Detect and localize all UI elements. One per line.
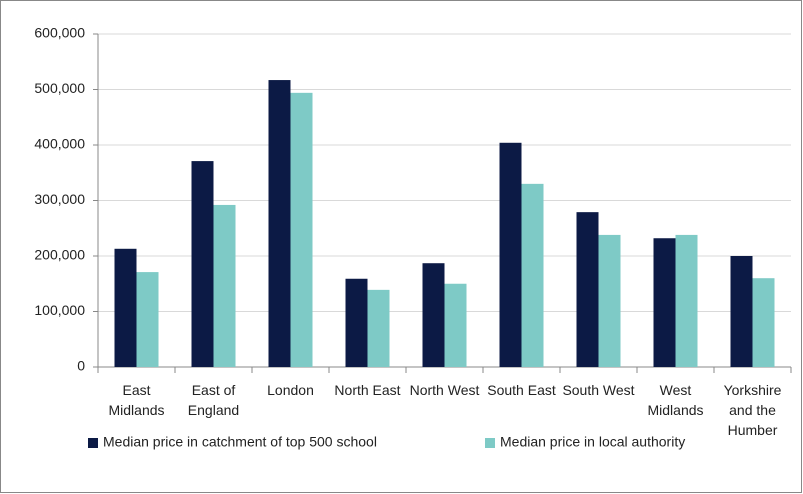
bar (598, 234, 621, 367)
x-tick-label: South West (562, 382, 635, 398)
y-tick-label: 0 (77, 358, 85, 374)
y-tick-label: 600,000 (34, 25, 85, 41)
x-tick-label: South East (487, 382, 556, 398)
bar (268, 80, 291, 367)
x-tick-label: North West (409, 382, 480, 398)
bar (675, 234, 698, 367)
legend-label: Median price in local authority (500, 434, 685, 450)
bar (521, 183, 544, 367)
bar (730, 256, 753, 367)
legend-label: Median price in catchment of top 500 sch… (103, 434, 377, 450)
bar (345, 278, 368, 367)
y-tick-label: 100,000 (34, 302, 85, 318)
x-tick-label: East of England (187, 382, 240, 418)
x-tick-label: East Midlands (108, 382, 165, 418)
bar (422, 263, 445, 367)
y-tick-label: 400,000 (34, 136, 85, 152)
x-tick-label: London (267, 382, 314, 398)
legend-swatch (88, 438, 98, 448)
y-tick-label: 300,000 (34, 191, 85, 207)
y-tick-label: 500,000 (34, 80, 85, 96)
y-tick-label: 200,000 (34, 247, 85, 263)
x-tick-label: North East (334, 382, 401, 398)
bar (213, 204, 236, 367)
bar (114, 248, 137, 367)
bar (752, 278, 775, 367)
bar (576, 212, 599, 367)
bar (653, 238, 676, 367)
legend-swatch (485, 438, 495, 448)
x-tick-label: Yorkshire and the Humber (723, 382, 782, 438)
bar (191, 161, 214, 367)
bar (136, 272, 159, 367)
bar (290, 92, 313, 367)
bar (367, 289, 390, 367)
bar (444, 283, 467, 367)
bar (499, 142, 522, 367)
x-tick-label: West Midlands (647, 382, 704, 418)
